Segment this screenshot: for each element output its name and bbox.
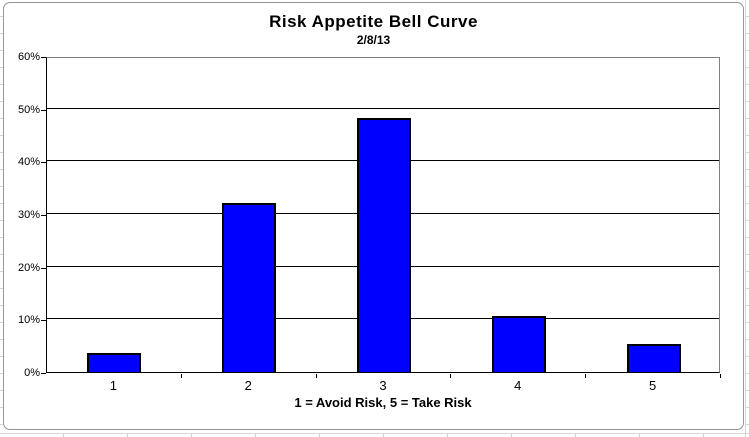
x-axis-labels: 1 2 3 4 5 (46, 378, 720, 394)
y-axis-tick (41, 268, 46, 269)
x-axis-label-1: 1 (109, 378, 118, 393)
x-axis-tick (585, 374, 586, 378)
x-axis-title: 1 = Avoid Risk, 5 = Take Risk (294, 395, 472, 410)
x-axis-label-4: 4 (514, 378, 522, 393)
chart-object[interactable]: Risk Appetite Bell Curve 2/8/13 0% 10% 20%… (3, 2, 744, 430)
y-axis-label-50: 50% (17, 103, 40, 116)
y-axis-label-10: 10% (17, 314, 40, 327)
x-axis-tick (450, 374, 451, 378)
bar-category-5[interactable] (626, 344, 681, 372)
bar-category-1[interactable] (87, 353, 142, 372)
y-axis-tick (41, 110, 46, 111)
gridline-50 (47, 107, 719, 109)
bar-category-4[interactable] (491, 316, 546, 372)
x-axis-tick (316, 374, 317, 378)
sheet-gridlines-bottom (0, 433, 749, 437)
bar-category-3[interactable] (357, 118, 411, 372)
chart-title: Risk Appetite Bell Curve (269, 12, 478, 31)
y-axis-tick (41, 162, 46, 163)
x-axis-tick (720, 374, 721, 378)
y-axis-tick (41, 320, 46, 321)
y-axis-label-40: 40% (17, 156, 40, 169)
sheet-gridlines-right (745, 0, 749, 437)
chart-subtitle: 2/8/13 (356, 33, 391, 47)
y-axis-label-60: 60% (17, 51, 40, 63)
plot-area (46, 57, 720, 373)
y-axis-label-0: 0% (24, 367, 40, 379)
x-axis-label-2: 2 (244, 378, 252, 393)
y-axis-label-30: 30% (17, 209, 40, 221)
y-axis-tick (41, 57, 46, 58)
x-axis-label-3: 3 (379, 378, 387, 393)
x-axis-tick (181, 374, 182, 378)
bar-category-2[interactable] (222, 203, 277, 372)
y-axis-tick (41, 373, 46, 374)
x-axis-label-5: 5 (648, 378, 657, 393)
y-axis-label-20: 20% (17, 261, 40, 274)
y-axis-tick (41, 215, 46, 216)
y-axis-labels: 0% 10% 20% 30% 40% 50% 60% (4, 51, 40, 379)
